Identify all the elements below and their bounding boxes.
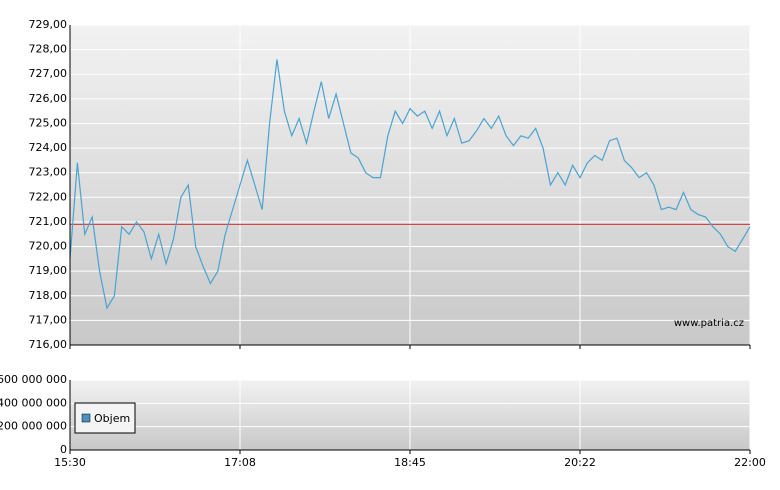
- y-tick-label: 727,00: [29, 67, 68, 80]
- x-tick-label: 18:45: [394, 456, 426, 469]
- x-tick-label: 17:08: [224, 456, 256, 469]
- y-tick-label: 600 000 000: [0, 373, 67, 386]
- y-tick-label: 728,00: [29, 43, 68, 56]
- y-tick-label: 723,00: [29, 166, 68, 179]
- legend-swatch: [81, 413, 91, 423]
- legend-label: Objem: [94, 412, 130, 425]
- x-tick-label: 20:22: [564, 456, 596, 469]
- price-line: [69, 59, 751, 310]
- y-tick-label: 721,00: [29, 215, 68, 228]
- y-tick-label: 720,00: [29, 240, 68, 253]
- y-tick-label: 725,00: [29, 116, 68, 129]
- x-tick-label: 22:00: [734, 456, 766, 469]
- y-tick-label: 718,00: [29, 289, 68, 302]
- y-tick-label: 200 000 000: [0, 420, 67, 433]
- y-tick-label: 719,00: [29, 264, 68, 277]
- y-tick-label: 400 000 000: [0, 396, 67, 409]
- y-tick-label: 729,00: [29, 18, 68, 31]
- y-tick-label: 722,00: [29, 190, 68, 203]
- y-tick-label: 716,00: [29, 338, 68, 351]
- y-tick-label: 717,00: [29, 313, 68, 326]
- watermark: www.patria.cz: [674, 318, 744, 329]
- y-tick-label: 726,00: [29, 92, 68, 105]
- x-tick-label: 15:30: [54, 456, 86, 469]
- y-tick-label: 0: [60, 443, 67, 456]
- y-tick-label: 724,00: [29, 141, 68, 154]
